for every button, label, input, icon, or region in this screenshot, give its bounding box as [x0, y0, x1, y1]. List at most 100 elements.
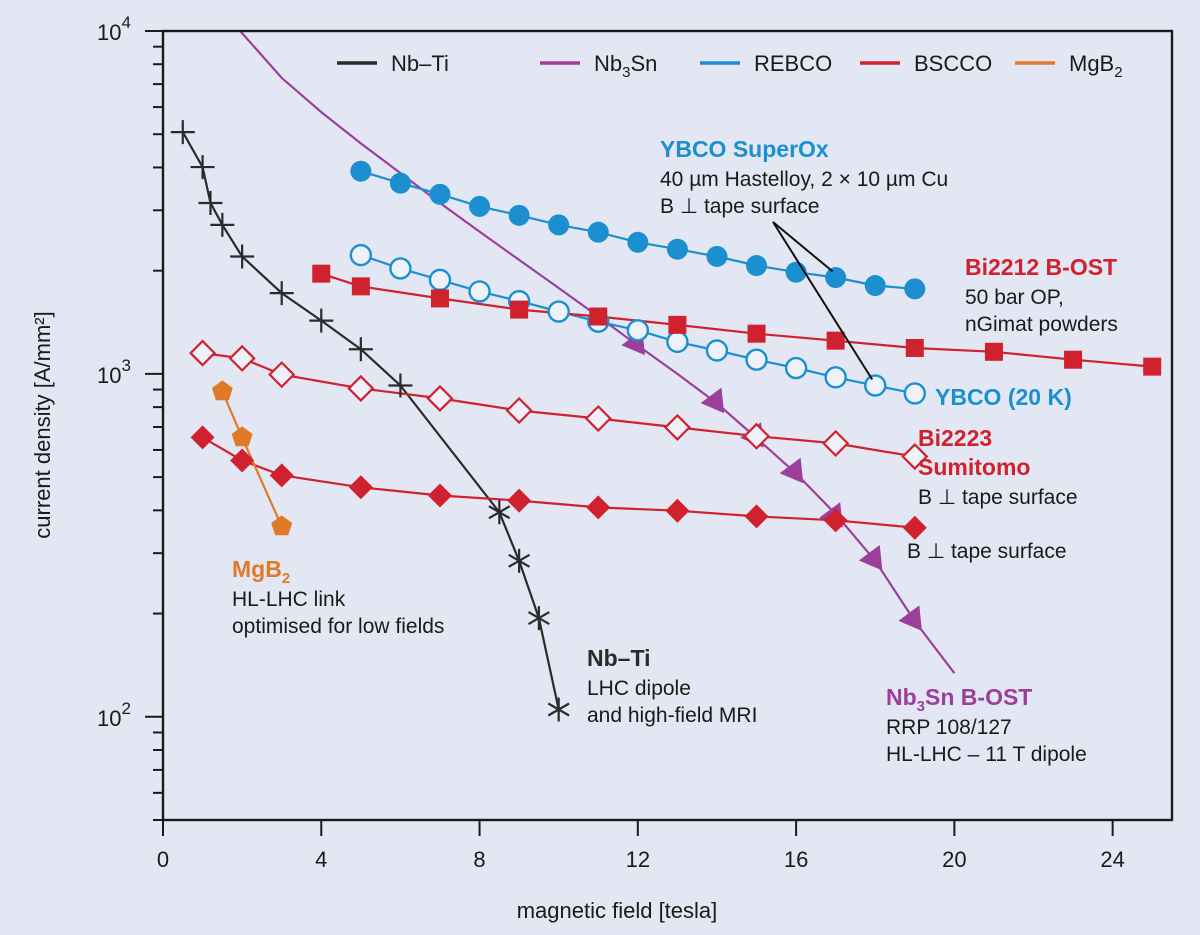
series-line	[239, 31, 956, 674]
legend-label: BSCCO	[914, 51, 992, 76]
x-axis-title: magnetic field [tesla]	[517, 898, 718, 923]
plot-frame	[161, 29, 1174, 822]
annotation-text: 40 µm Hastelloy, 2 × 10 µm Cu	[660, 168, 948, 191]
legend-label: Nb–Ti	[391, 51, 449, 76]
x-tick-label: 16	[784, 847, 808, 872]
data-point	[706, 245, 728, 267]
data-point	[746, 255, 768, 277]
axes	[161, 29, 1174, 822]
data-point	[663, 413, 691, 441]
data-point	[488, 500, 511, 525]
data-point	[190, 425, 215, 450]
annotation-text: optimised for low fields	[232, 615, 444, 638]
annotation-nbti: Nb–Ti LHC dipole and high-field MRI	[587, 645, 757, 727]
data-point	[228, 344, 256, 372]
data-point	[428, 268, 452, 292]
data-point	[510, 300, 529, 319]
annotation-text: HL-LHC link	[232, 588, 346, 611]
annotation-text: LHC dipole	[587, 677, 691, 700]
annotation-text: B ⊥ tape surface	[907, 540, 1067, 563]
annotation-text: RRP 108/127	[886, 716, 1012, 739]
series-markers	[170, 120, 413, 398]
legend-label: MgB2	[1069, 51, 1123, 81]
annotation-text: and high-field MRI	[587, 704, 757, 727]
data-point	[468, 280, 491, 303]
legend-label: REBCO	[754, 51, 832, 76]
data-point	[747, 324, 766, 343]
data-point	[508, 204, 530, 226]
data-point	[507, 488, 532, 513]
annotation-title: Sumitomo	[918, 454, 1030, 480]
data-point	[268, 361, 296, 389]
x-tick-label: 0	[157, 847, 169, 872]
data-point	[210, 212, 235, 237]
y-axis: 102 103 104	[97, 13, 163, 821]
series-line	[202, 436, 915, 529]
annotation-text: nGimat powders	[965, 313, 1118, 336]
data-point	[469, 195, 491, 217]
x-axis: 0 4 8 12 16 20 24	[157, 820, 1125, 872]
data-point	[902, 515, 927, 540]
data-point	[429, 183, 451, 205]
series-markers	[488, 500, 570, 722]
data-point	[858, 545, 883, 571]
annotation-text: B ⊥ tape surface	[660, 195, 820, 218]
data-point	[700, 387, 725, 414]
x-tick-label: 24	[1100, 847, 1124, 872]
data-point	[904, 278, 926, 300]
annotation-bi2212: Bi2212 B-OST 50 bar OP, nGimat powders	[965, 254, 1118, 336]
data-point	[666, 330, 689, 354]
data-point	[903, 382, 927, 405]
data-point	[584, 404, 612, 433]
annotation-text: B ⊥ tape surface	[918, 486, 1078, 509]
data-point	[864, 374, 887, 397]
data-point	[586, 495, 611, 520]
annotation-title: Nb–Ti	[587, 645, 650, 671]
y-tick-label: 103	[97, 356, 131, 388]
data-point	[705, 339, 729, 362]
legend-entry: MgB2	[1015, 51, 1123, 81]
data-point	[668, 315, 687, 334]
data-point	[547, 697, 570, 722]
annotation-text: HL-LHC – 11 T dipole	[886, 743, 1087, 766]
data-point	[348, 475, 373, 500]
y-tick-label: 104	[97, 13, 131, 45]
x-tick-label: 20	[942, 847, 966, 872]
data-point	[742, 422, 771, 450]
plot-area	[170, 31, 1162, 722]
data-point	[905, 338, 924, 357]
data-point	[211, 380, 233, 401]
data-point	[825, 267, 847, 289]
data-point	[1143, 357, 1162, 376]
annotation-text: 50 bar OP,	[965, 286, 1064, 309]
series-markers	[189, 339, 929, 471]
data-point	[665, 498, 690, 523]
data-point	[548, 214, 570, 236]
data-point	[351, 277, 370, 296]
data-point	[348, 337, 373, 362]
data-point	[231, 426, 253, 447]
data-point	[170, 120, 195, 145]
y-axis-title: current density [A/mm²]	[30, 311, 55, 538]
data-point	[666, 238, 688, 260]
data-point	[984, 342, 1003, 361]
data-point	[626, 319, 650, 342]
annotation-title: Bi2212 B-OST	[965, 254, 1117, 280]
legend-entry: Nb–Ti	[337, 51, 449, 76]
series-line	[320, 272, 1153, 368]
data-point	[1064, 350, 1083, 369]
data-point	[547, 300, 570, 323]
data-point	[627, 231, 649, 253]
series-markers	[190, 425, 927, 540]
legend-label: Nb3Sn	[594, 51, 657, 81]
annotation-title: YBCO (20 K)	[935, 384, 1072, 410]
series-line	[399, 384, 560, 710]
data-point	[350, 160, 372, 182]
data-point	[822, 429, 850, 457]
data-point	[312, 264, 331, 283]
data-point	[826, 331, 845, 350]
data-point	[430, 289, 449, 308]
data-point	[823, 508, 848, 533]
